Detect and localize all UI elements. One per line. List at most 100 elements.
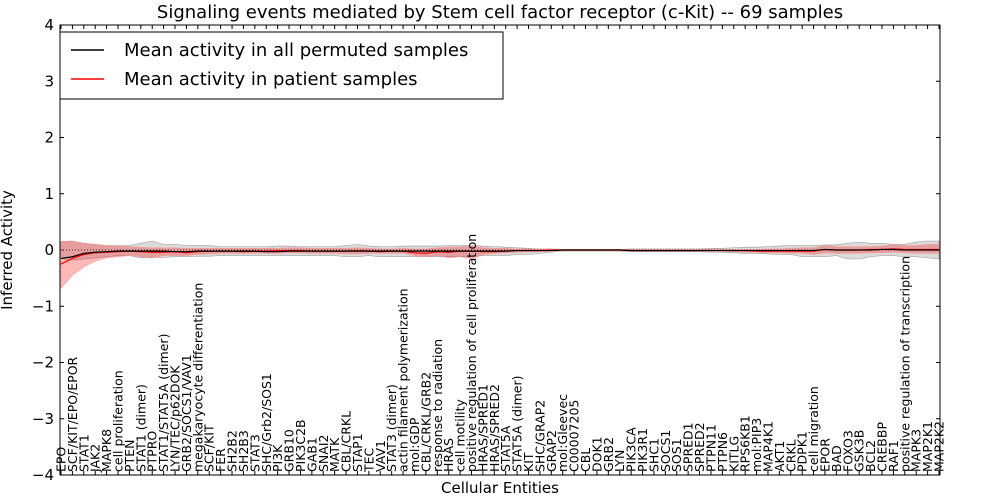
x-tick-label: mol:PIP3	[749, 418, 764, 472]
x-tick-label: PIK3CA	[624, 427, 639, 472]
y-axis-label: Inferred Activity	[0, 190, 16, 310]
x-tick-label: GRB2/SOCS1/VAV1	[179, 354, 194, 472]
x-tick-label: PI3K	[270, 444, 285, 472]
x-tick-label: STAT1	[76, 434, 91, 472]
y-tick-label: 3	[44, 72, 54, 90]
x-tick-label: SPRED2	[692, 422, 707, 472]
x-tick-label: BCL2	[863, 440, 878, 472]
x-tick-label: response to radiation	[430, 339, 445, 472]
x-tick-label: MAPK8	[99, 429, 114, 472]
x-tick-label: CBL/CRKL	[339, 411, 354, 472]
x-tick-label: EPOR	[817, 438, 832, 472]
x-tick-label: actin filament polymerization	[396, 288, 411, 472]
x-tick-label: LYN	[612, 450, 627, 472]
x-tick-label: VAV1	[373, 440, 388, 472]
x-tick-label: SH2B3	[236, 430, 251, 472]
lines	[60, 248, 940, 265]
x-tick-label: SCF/KIT	[202, 424, 217, 472]
x-tick-label: cell migration	[806, 386, 821, 472]
x-axis-label: Cellular Entities	[441, 479, 559, 497]
x-tick-label: GRB10	[282, 429, 297, 472]
x-tick-label: BAD	[829, 445, 844, 472]
x-tick-label: SOCS1	[658, 430, 673, 472]
x-tick-label: EPO	[54, 447, 69, 472]
x-tick-label: SPRED1	[681, 422, 696, 472]
x-tick-label: GRB2	[601, 437, 616, 472]
y-tick-label: 2	[44, 129, 54, 147]
legend-label-1: Mean activity in patient samples	[124, 69, 418, 90]
x-tick-label: SHC/Grb2/SOS1	[259, 373, 274, 472]
x-tick-label: MAP2K1	[920, 421, 935, 472]
x-tick-label: SH2B2	[225, 430, 240, 472]
legend-label-0: Mean activity in all permuted samples	[124, 40, 468, 61]
x-tick-label: STAT3	[247, 434, 262, 472]
x-tick-label: STAT5A	[498, 425, 513, 472]
x-tick-label: positive regulation of transcription	[897, 256, 912, 472]
y-tick-label: −4	[32, 466, 54, 484]
x-tick-label: PTPN6	[715, 432, 730, 472]
x-tick-label: MAPK3	[909, 429, 924, 472]
x-tick-label: CRKL	[783, 439, 798, 472]
x-tick-label: GSK3B	[852, 430, 867, 472]
x-tick-label: cell motility	[453, 398, 468, 472]
x-tick-label: LYN/TEC/p62DOK	[168, 365, 183, 472]
x-tick-label: JAK2	[88, 444, 103, 473]
x-tick-label: MATK	[327, 437, 342, 472]
y-tick-label: −1	[32, 297, 54, 315]
x-tick-label: cell proliferation	[111, 370, 126, 472]
x-tick-label: KITLG	[726, 436, 741, 472]
x-tick-label: PTEN	[122, 440, 137, 472]
legend: Mean activity in all permuted samples Mea…	[59, 31, 504, 100]
chart-title: Signaling events mediated by Stem cell f…	[157, 2, 843, 23]
band-series-1	[60, 240, 940, 290]
x-tick-label: megakaryocyte differentiation	[190, 283, 205, 472]
x-tick-label: SNAI2	[316, 435, 331, 472]
y-tick-label: 0	[44, 241, 54, 259]
x-tick-label: STAT3 (dimer)	[384, 384, 399, 472]
x-tick-label: C00007205	[567, 400, 582, 472]
x-tick-label: RPS6KB1	[738, 415, 753, 472]
x-tick-label: GAB1	[304, 437, 319, 472]
x-tick-label: mol:GDP	[407, 417, 422, 472]
x-tick-label: PTPRO	[145, 431, 160, 472]
x-tick-label: mol:Gleevec	[555, 394, 570, 472]
y-tick-label: −2	[32, 354, 54, 372]
x-tick-label: RAF1	[886, 440, 901, 472]
x-tick-label: KIT	[521, 452, 536, 472]
y-ticks: 4 3 2 1 0 −1 −2 −3 −4	[32, 16, 940, 484]
x-tick-label: GRAP2	[544, 430, 559, 472]
x-tick-label: SHC/GRAP2	[532, 400, 547, 472]
x-tick-label: CBL/CRKL/GRB2	[418, 372, 433, 472]
x-tick-label: STAP1	[350, 433, 365, 472]
x-tick-label: STAT1/STAT5A (dimer)	[156, 334, 171, 472]
series-line-0	[60, 248, 939, 260]
x-tick-label: HRAS/SPRED1	[475, 384, 490, 472]
plot-frame	[59, 24, 941, 476]
x-tick-label: PIK3C2B	[293, 419, 308, 472]
x-tick-label: MAP2K2	[932, 421, 947, 472]
legend-box	[59, 31, 504, 100]
x-tick-label: CBL	[578, 448, 593, 472]
x-tick-label: FOXO3	[840, 430, 855, 472]
x-tick-label: CREBBP	[874, 422, 889, 472]
x-tick-label: HRAS	[441, 438, 456, 472]
x-tick-label: PTPN11	[703, 424, 718, 472]
x-tick-label: SOS1	[669, 438, 684, 472]
y-tick-label: −3	[32, 410, 54, 428]
x-tick-label: TEC	[361, 447, 376, 473]
y-tick-label: 1	[44, 185, 54, 203]
x-tick-label: AKT1	[772, 441, 787, 472]
x-tick-label: PIK3R1	[635, 428, 650, 472]
x-tick-label: STAT5A (dimer)	[510, 376, 525, 472]
x-tick-label: SHC1	[646, 438, 661, 472]
x-tick-label: STAT1 (dimer)	[133, 384, 148, 472]
x-tick-label: FER	[213, 448, 228, 472]
x-tick-label: MAP4K1	[760, 421, 775, 472]
x-tick-label: positive regulation of cell proliferatio…	[464, 234, 479, 472]
x-tick-label: PDPK1	[795, 431, 810, 472]
x-tick-label: SCF/KIT/EPO/EPOR	[65, 356, 80, 472]
x-tick-label: DOK1	[589, 436, 604, 472]
x-tick-label: HRAS/SPRED2	[487, 384, 502, 472]
